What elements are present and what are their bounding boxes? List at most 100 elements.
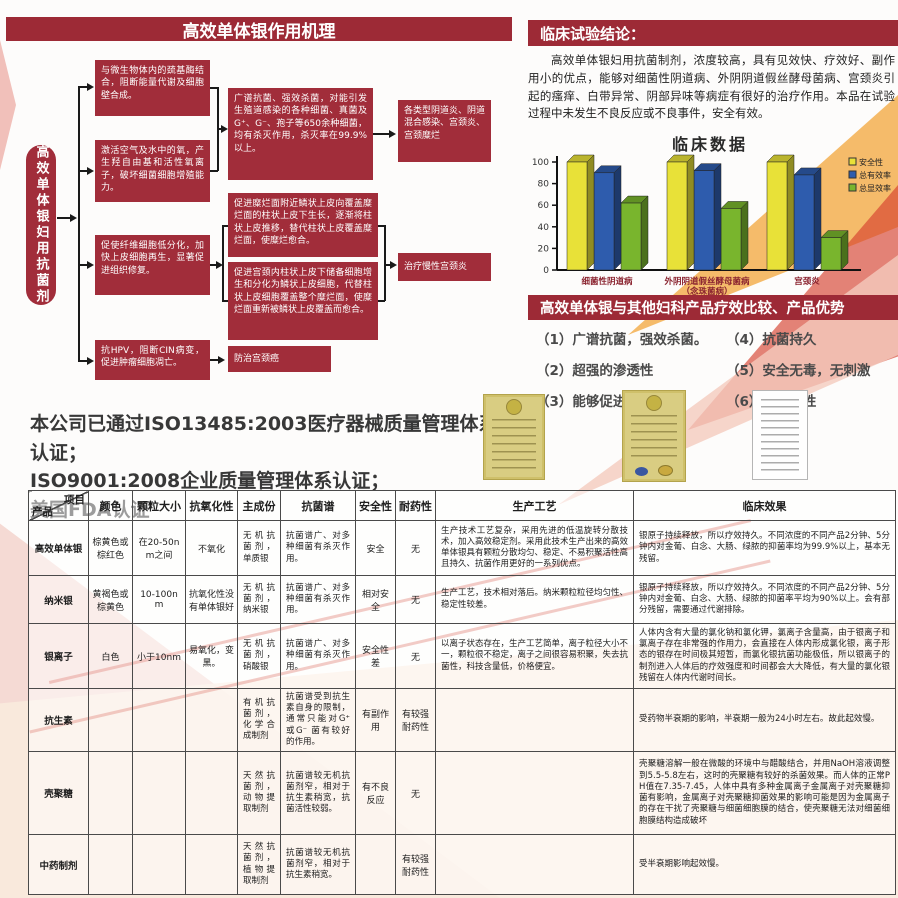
table-cell: 不氧化 [185, 520, 238, 576]
advantage-item: （5）安全无毒，无刺激 [726, 363, 871, 379]
flowchart-box-indications: 各类型阴道炎、阴道混合感染、宫颈炎、宫颈糜烂 [398, 100, 491, 162]
table-cell: 中药制剂 [28, 834, 89, 896]
table-cell: 生产技术工艺复杂，采用先进的低温旋转分散技术，加入高效稳定剂。采用此技术生产出来… [435, 520, 634, 576]
table-cell: 以离子状态存在，生产工艺简单，离子粒径大小不一，颗粒很不稳定，离子之间很容易积聚… [435, 623, 634, 689]
table-cell: 抗生素 [28, 687, 89, 753]
table-column-header: 抗氧化性 [185, 490, 238, 521]
certificate-text-lines [761, 399, 799, 471]
table-cell: 安全性差 [355, 623, 396, 689]
table-column-header: 耐药性 [395, 490, 436, 521]
table-cell: 无 [395, 751, 436, 836]
table-cell: 受药物半衰期的影响，半衰期一般为24小时左右。故此起效慢。 [633, 687, 896, 753]
connector-line [210, 87, 218, 89]
flowchart-box-cancer-prevention: 防治宫颈癌 [228, 346, 331, 372]
table-cell: 有较强耐药性 [395, 834, 436, 896]
advantages-section-title: 高效单体银与其他妇科产品疗效比较、产品优势 [528, 295, 898, 320]
table-cell [435, 751, 634, 836]
flowchart-box-epithelium-2: 促进宫颈内柱状上皮下储备细胞增生和分化为鳞状上皮细胞，代替柱状上皮细胞覆盖整个糜… [228, 262, 378, 340]
table-cell [132, 834, 186, 896]
connector-arrow [87, 167, 94, 175]
table-cell: 天然抗菌剂，动物提取制剂 [237, 751, 281, 836]
table-cell: 10-100nm [132, 575, 186, 624]
connector-arrow [87, 83, 94, 91]
table-cell: 天然抗菌剂，植物提取制剂 [237, 834, 281, 896]
advantage-item: （4）抗菌持久 [726, 332, 817, 348]
table-cell: 无机抗菌剂，单质银 [237, 520, 281, 576]
flowchart-box-cervicitis: 治疗慢性宫颈炎 [398, 253, 491, 281]
svg-text:宫颈炎: 宫颈炎 [794, 276, 820, 287]
table-cell: 无 [395, 623, 436, 689]
table-row-银离子: 银离子 白色 小于10nm 易氧化，变黑。 无机抗菌剂，硝酸银 抗菌谱广、对多种细菌有杀灭… [28, 623, 896, 689]
table-cell: 抗菌谱广、对多种细菌有杀灭作用。 [280, 520, 356, 576]
connector-line [384, 264, 390, 266]
table-cell: 无 [395, 575, 436, 624]
table-cell [88, 751, 133, 836]
table-cell: 有较强耐药性 [395, 687, 436, 753]
flowchart-box-repair: 促使纤维细胞低分化，加快上皮细胞再生，显著促进组织修复。 [95, 235, 210, 295]
connector-line [78, 170, 87, 172]
table-cell [88, 687, 133, 753]
table-cell [88, 834, 133, 896]
connector-arrow [216, 261, 223, 269]
corner-label-product: 产品 [32, 506, 53, 518]
table-cell: 黄褐色或棕黄色 [88, 575, 133, 624]
connector-arrow [87, 357, 94, 365]
table-cell [132, 687, 186, 753]
clinical-conclusion-paragraph: 高效单体银妇用抗菌制剂，浓度较高，具有见效快、疗效好、副作用小的优点，能够对细菌… [528, 53, 895, 121]
table-cell: 有机抗菌剂，化学合成制剂 [237, 687, 281, 753]
table-cell: 抗菌谱较无机抗菌剂窄，相对于抗生素稍宽。 [280, 834, 356, 896]
table-row-中药制剂: 中药制剂 天然抗菌剂，植物提取制剂 抗菌谱较无机抗菌剂窄，相对于抗生素稍宽。 有较强耐… [28, 834, 896, 896]
connector-line [222, 225, 224, 301]
decor-triangle [0, 40, 16, 170]
svg-text:总显效率: 总显效率 [859, 183, 891, 193]
connector-line [378, 300, 385, 302]
certification-line: 本公司已通过ISO13485:2003医疗器械质量管理体系认证； [30, 413, 498, 464]
connector-line [210, 170, 218, 172]
connector-line [57, 217, 71, 219]
svg-text:20: 20 [538, 244, 550, 254]
connector-line [210, 264, 216, 266]
flowchart-box-broad-spectrum: 广谱抗菌、强效杀菌，对能引发生殖道感染的各种细菌、真菌及G⁺、G⁻、孢子等650… [228, 88, 373, 180]
table-cell [435, 687, 634, 753]
svg-text:总有效率: 总有效率 [859, 170, 891, 180]
certification-line: ISO9001:2008企业质量管理体系认证； [30, 470, 390, 492]
connector-line [78, 86, 87, 88]
table-cell: 纳米银 [28, 575, 89, 624]
advantage-item: （2）超强的渗透性 [536, 363, 654, 379]
table-cell: 人体内含有大量的氯化钠和氯化钾，氯离子含量高，由于银离子和氯离子存在非常强的作用… [633, 623, 896, 689]
table-row-壳聚糖: 壳聚糖 天然抗菌剂，动物提取制剂 抗菌谱较无机抗菌剂窄，相对于抗生素稍宽，抗菌活性较… [28, 751, 896, 836]
table-cell: 抗菌谱广、对多种细菌有杀灭作用。 [280, 575, 356, 624]
product-comparison-table: 项目 产品 颜色 颗粒大小 抗氧化性 主成份 抗菌谱 安全性 耐药性 生产工艺 临床效果 高效单体银棕… [28, 490, 896, 896]
table-row-纳米银: 纳米银 黄褐色或棕黄色 10-100nm 抗氧化性没有单体银好 无机抗菌剂，纳米银 抗菌谱… [28, 575, 896, 624]
svg-text:细菌性阴道病: 细菌性阴道病 [581, 276, 633, 287]
table-cell [185, 687, 238, 753]
table-column-header: 生产工艺 [435, 490, 634, 521]
table-cell: 抗氧化性没有单体银好 [185, 575, 238, 624]
connector-line [217, 128, 221, 130]
corner-label-item: 项目 [64, 494, 85, 506]
connector-line [373, 133, 389, 135]
flowchart-box-mechanism-1: 与微生物体内的巯基酶结合，阻断能量代谢及细胞壁合成。 [95, 60, 210, 116]
table-column-header: 颗粒大小 [132, 490, 186, 521]
table-cell: 壳聚糖 [28, 751, 89, 836]
svg-text:安全性: 安全性 [859, 157, 883, 167]
certificate-text-lines [492, 419, 536, 469]
table-cell: 无机抗菌剂，纳米银 [237, 575, 281, 624]
certificate-stamp-icon [635, 467, 648, 476]
table-cell: 棕黄色或棕红色 [88, 520, 133, 576]
connector-arrow [218, 356, 225, 364]
certificate-image-iso9001 [622, 390, 686, 482]
flowchart-section-title: 高效单体银作用机理 [6, 17, 512, 42]
connector-arrow [87, 261, 94, 269]
table-cell: 无 [395, 520, 436, 576]
table-cell: 无机抗菌剂，硝酸银 [237, 623, 281, 689]
advantages-list: （1）广谱抗菌，强效杀菌。 （2）超强的渗透性 （3）能够促进愈合 （4）抗菌持… [536, 328, 896, 410]
table-column-header: 安全性 [355, 490, 396, 521]
table-cell [132, 751, 186, 836]
table-corner-header: 项目 产品 [28, 490, 89, 521]
certificate-seal-icon [506, 399, 522, 415]
table-cell [185, 751, 238, 836]
table-cell: 易氧化，变黑。 [185, 623, 238, 689]
table-cell: 小于10nm [132, 623, 186, 689]
